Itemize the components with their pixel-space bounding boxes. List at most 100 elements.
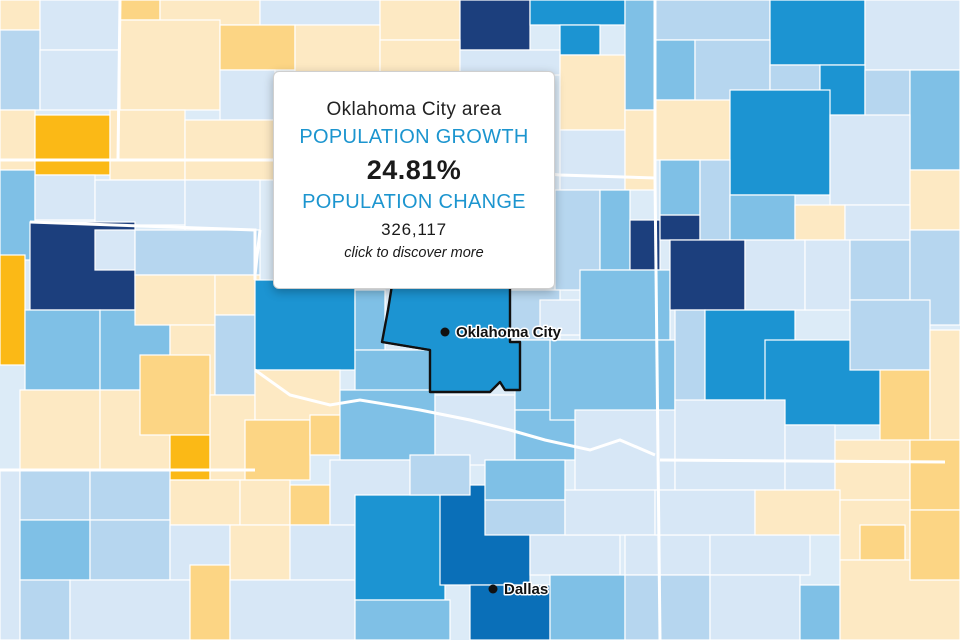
county[interactable] <box>189 564 231 640</box>
county[interactable] <box>134 274 216 326</box>
county[interactable] <box>659 214 701 241</box>
county[interactable] <box>529 0 626 26</box>
county[interactable] <box>94 179 186 226</box>
county[interactable] <box>799 584 841 640</box>
county[interactable] <box>909 69 960 171</box>
county[interactable] <box>19 469 91 521</box>
county[interactable] <box>559 24 601 56</box>
city-marker-dallas[interactable] <box>488 584 498 594</box>
county[interactable] <box>289 524 356 581</box>
county[interactable] <box>434 394 516 466</box>
county[interactable] <box>654 39 696 101</box>
county[interactable] <box>0 0 41 31</box>
county[interactable] <box>729 89 831 196</box>
county[interactable] <box>289 484 331 526</box>
county[interactable] <box>909 439 960 511</box>
county[interactable] <box>39 49 121 111</box>
county[interactable] <box>0 29 41 111</box>
county[interactable] <box>469 584 551 640</box>
county[interactable] <box>794 204 846 241</box>
county[interactable] <box>539 299 581 336</box>
county[interactable] <box>864 0 960 71</box>
county[interactable] <box>379 39 461 76</box>
county[interactable] <box>19 519 91 581</box>
county[interactable] <box>109 109 186 181</box>
county[interactable] <box>529 534 621 576</box>
county[interactable] <box>89 519 171 581</box>
county[interactable] <box>654 99 731 161</box>
county[interactable] <box>844 204 911 241</box>
county[interactable] <box>354 599 451 640</box>
county[interactable] <box>19 579 71 640</box>
county[interactable] <box>909 509 960 581</box>
county[interactable] <box>624 0 656 111</box>
county[interactable] <box>184 119 276 181</box>
county[interactable] <box>214 314 256 396</box>
county[interactable] <box>184 179 261 231</box>
county[interactable] <box>654 0 771 41</box>
county[interactable] <box>89 469 171 521</box>
county[interactable] <box>929 329 960 441</box>
county[interactable] <box>709 574 801 640</box>
county[interactable] <box>549 339 676 421</box>
county[interactable] <box>674 309 706 411</box>
county[interactable] <box>219 24 296 71</box>
county[interactable] <box>754 489 841 536</box>
county[interactable] <box>484 499 566 536</box>
county[interactable] <box>0 469 21 640</box>
county[interactable] <box>659 159 701 216</box>
county[interactable] <box>0 254 26 366</box>
county[interactable] <box>459 0 531 51</box>
county[interactable] <box>134 229 261 276</box>
county[interactable] <box>94 229 136 271</box>
county[interactable] <box>354 494 446 601</box>
county[interactable] <box>379 0 461 41</box>
county[interactable] <box>229 579 356 640</box>
county[interactable] <box>909 169 960 231</box>
county[interactable] <box>624 534 711 576</box>
county[interactable] <box>119 0 161 21</box>
county[interactable] <box>119 19 221 111</box>
county[interactable] <box>169 434 211 481</box>
county[interactable] <box>294 24 381 76</box>
county[interactable] <box>214 274 261 316</box>
county[interactable] <box>244 419 311 481</box>
county[interactable] <box>24 309 101 391</box>
county[interactable] <box>599 189 631 271</box>
county[interactable] <box>699 159 731 241</box>
county[interactable] <box>564 489 656 536</box>
tooltip-discover-more-link[interactable]: click to discover more <box>344 245 484 261</box>
county[interactable] <box>354 289 386 351</box>
county[interactable] <box>34 114 111 176</box>
county[interactable] <box>19 389 101 471</box>
county[interactable] <box>169 479 241 526</box>
county[interactable] <box>139 354 211 436</box>
county[interactable] <box>709 534 811 576</box>
county[interactable] <box>674 399 786 491</box>
county[interactable] <box>654 489 756 536</box>
city-marker-oklahoma-city[interactable] <box>440 327 450 337</box>
county[interactable] <box>669 239 746 311</box>
county[interactable] <box>259 0 381 26</box>
county[interactable] <box>834 439 911 501</box>
county[interactable] <box>804 239 851 311</box>
metro-info-tooltip[interactable]: Oklahoma City area POPULATION GROWTH 24.… <box>273 71 555 289</box>
county[interactable] <box>729 194 796 241</box>
county[interactable] <box>849 239 911 301</box>
county[interactable] <box>744 239 806 311</box>
county[interactable] <box>559 129 626 191</box>
county[interactable] <box>784 424 836 491</box>
county[interactable] <box>0 169 36 261</box>
county[interactable] <box>849 299 931 371</box>
county[interactable] <box>859 524 906 561</box>
county[interactable] <box>34 174 96 221</box>
county[interactable] <box>484 459 566 501</box>
county[interactable] <box>39 0 121 51</box>
county[interactable] <box>829 114 911 206</box>
county[interactable] <box>229 524 291 581</box>
county[interactable] <box>409 454 471 496</box>
county[interactable] <box>254 279 356 371</box>
county[interactable] <box>624 574 711 640</box>
county[interactable] <box>559 54 626 131</box>
